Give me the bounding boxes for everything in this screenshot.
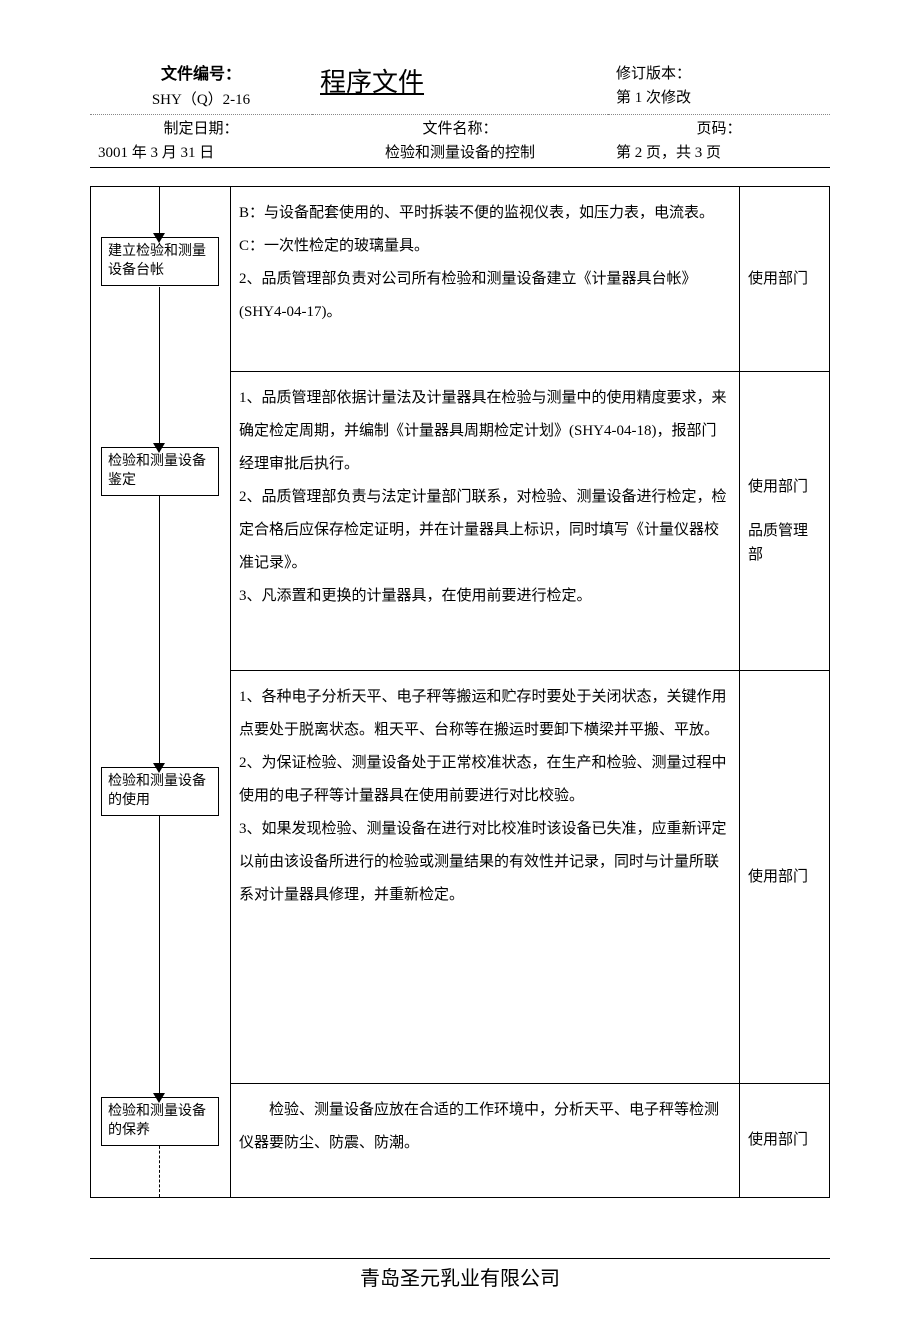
desc-text: 3、凡添置和更换的计量器具，在使用前要进行检定。 bbox=[239, 580, 731, 613]
dept-cell: 使用部门 品质管理部 bbox=[740, 372, 830, 671]
dept-text: 使用部门 bbox=[748, 475, 821, 499]
flowchart-cell: 建立检验和测量设备台帐检验和测量设备鉴定检验和测量设备的使用检验和测量设备的保养 bbox=[91, 186, 231, 1197]
desc-text: B：与设备配套使用的、平时拆装不便的监视仪表，如压力表，电流表。 bbox=[239, 197, 731, 230]
flow-arrow-line bbox=[159, 187, 160, 235]
dept-cell: 使用部门 bbox=[740, 671, 830, 1084]
desc-cell: B：与设备配套使用的、平时拆装不便的监视仪表，如压力表，电流表。 C：一次性检定… bbox=[231, 186, 740, 372]
doc-no-label: 文件编号： bbox=[98, 62, 304, 88]
flow-arrow-line bbox=[159, 1141, 160, 1197]
desc-text: 1、各种电子分析天平、电子秤等搬运和贮存时要处于关闭状态，关键作用点要处于脱离状… bbox=[239, 681, 731, 747]
date-label: 制定日期： bbox=[98, 117, 304, 141]
desc-text: 1、品质管理部依据计量法及计量器具在检验与测量中的使用精度要求，来确定检定周期，… bbox=[239, 382, 731, 481]
flow-step-box: 检验和测量设备的使用 bbox=[101, 767, 219, 816]
page-label: 页码： bbox=[616, 117, 822, 141]
date-value: 3001 年 3 月 31 日 bbox=[98, 141, 304, 165]
flow-arrow-line bbox=[159, 811, 160, 1095]
desc-text: 2、为保证检验、测量设备处于正常校准状态，在生产和检验、测量过程中使用的电子秤等… bbox=[239, 747, 731, 813]
name-label: 文件名称： bbox=[320, 117, 600, 141]
rev-label: 修订版本： bbox=[616, 62, 822, 86]
desc-cell: 1、各种电子分析天平、电子秤等搬运和贮存时要处于关闭状态，关键作用点要处于脱离状… bbox=[231, 671, 740, 1084]
desc-text: C：一次性检定的玻璃量具。 bbox=[239, 230, 731, 263]
footer-company: 青岛圣元乳业有限公司 bbox=[90, 1258, 830, 1295]
page-value: 第 2 页，共 3 页 bbox=[616, 141, 822, 165]
dept-cell: 使用部门 bbox=[740, 186, 830, 372]
table-row: 建立检验和测量设备台帐检验和测量设备鉴定检验和测量设备的使用检验和测量设备的保养… bbox=[91, 186, 830, 372]
flow-step-box: 检验和测量设备的保养 bbox=[101, 1097, 219, 1146]
doc-header: 文件编号： SHY（Q）2-16 程序文件 修订版本： 第 1 次修改 制定日期… bbox=[90, 60, 830, 168]
desc-text: 检验、测量设备应放在合适的工作环境中，分析天平、电子秤等检测仪器要防尘、防震、防… bbox=[239, 1094, 731, 1160]
flow-arrow-line bbox=[159, 287, 160, 445]
desc-text: 2、品质管理部负责与法定计量部门联系，对检验、测量设备进行检定，检定合格后应保存… bbox=[239, 481, 731, 580]
name-value: 检验和测量设备的控制 bbox=[320, 141, 600, 165]
rev-value: 第 1 次修改 bbox=[616, 86, 822, 110]
dept-cell: 使用部门 bbox=[740, 1084, 830, 1198]
flowchart: 建立检验和测量设备台帐检验和测量设备鉴定检验和测量设备的使用检验和测量设备的保养 bbox=[91, 187, 230, 1197]
doc-title: 程序文件 bbox=[320, 68, 424, 97]
arrow-down-icon bbox=[153, 1093, 165, 1103]
desc-text: 3、如果发现检验、测量设备在进行对比校准时该设备已失准，应重新评定以前由该设备所… bbox=[239, 813, 731, 912]
main-table: 建立检验和测量设备台帐检验和测量设备鉴定检验和测量设备的使用检验和测量设备的保养… bbox=[90, 186, 830, 1198]
dept-text: 品质管理部 bbox=[748, 519, 821, 567]
desc-cell: 1、品质管理部依据计量法及计量器具在检验与测量中的使用精度要求，来确定检定周期，… bbox=[231, 372, 740, 671]
desc-text: 2、品质管理部负责对公司所有检验和测量设备建立《计量器具台帐》(SHY4-04-… bbox=[239, 263, 731, 329]
flow-step-box: 建立检验和测量设备台帐 bbox=[101, 237, 219, 286]
doc-no-value: SHY（Q）2-16 bbox=[98, 88, 304, 112]
desc-cell: 检验、测量设备应放在合适的工作环境中，分析天平、电子秤等检测仪器要防尘、防震、防… bbox=[231, 1084, 740, 1198]
arrow-down-icon bbox=[153, 763, 165, 773]
arrow-down-icon bbox=[153, 233, 165, 243]
flow-arrow-line bbox=[159, 491, 160, 765]
flow-step-box: 检验和测量设备鉴定 bbox=[101, 447, 219, 496]
arrow-down-icon bbox=[153, 443, 165, 453]
